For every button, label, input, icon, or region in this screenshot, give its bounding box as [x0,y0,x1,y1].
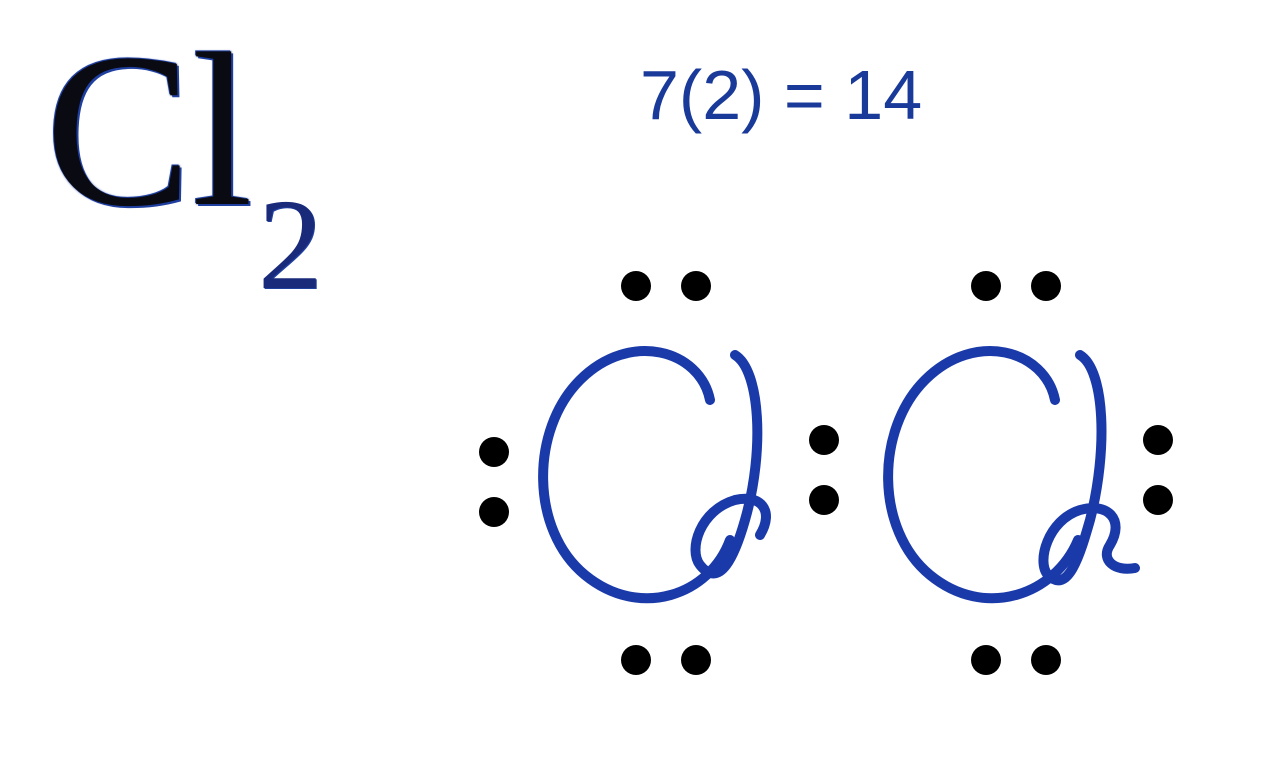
electron-dot [1031,645,1061,675]
electron-dot [1031,271,1061,301]
electron-dot [971,271,1001,301]
electron-dot [809,485,839,515]
electron-dot [621,271,651,301]
subscript: 2 [258,173,323,317]
atom-right [888,351,1135,598]
electron-dot [1143,425,1173,455]
electron-dot [971,645,1001,675]
element-symbol: Cl [45,8,253,252]
electron-dot [809,425,839,455]
electron-dot [1143,485,1173,515]
electron-dot [621,645,651,675]
electron-dot [479,497,509,527]
electron-dot [681,645,711,675]
atom-left [543,351,766,598]
electron-dot [479,437,509,467]
electron-dot [681,271,711,301]
electron-count-calculation: 7(2) = 14 [640,55,922,135]
molecular-formula: Cl2 [45,20,318,240]
